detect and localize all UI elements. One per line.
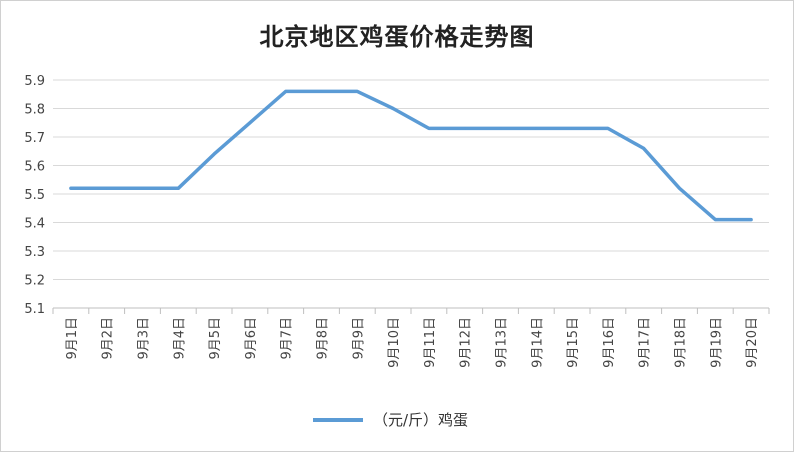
- x-tick-label: 9月8日: [316, 317, 331, 360]
- y-tick-label: 5.5: [24, 188, 45, 203]
- x-tick-label: 9月10日: [387, 317, 402, 368]
- legend-swatch: [313, 417, 363, 422]
- y-tick-label: 5.2: [24, 274, 45, 289]
- legend: （元/斤）鸡蛋: [313, 409, 468, 430]
- data-point: [749, 218, 753, 221]
- data-point: [427, 127, 431, 130]
- data-point: [69, 187, 73, 190]
- x-tick-label: 9月9日: [351, 317, 366, 360]
- data-point: [248, 121, 252, 124]
- data-point: [499, 127, 502, 130]
- x-tick-label: 9月20日: [745, 317, 760, 368]
- data-point: [284, 90, 287, 93]
- data-point: [463, 127, 466, 130]
- y-tick-label: 5.7: [24, 131, 45, 146]
- x-tick-label: 9月19日: [709, 317, 724, 368]
- x-tick-label: 9月18日: [674, 317, 689, 368]
- x-tick-label: 9月11日: [423, 317, 438, 368]
- data-point: [356, 90, 359, 93]
- chart-title: 北京地区鸡蛋价格走势图: [259, 23, 535, 51]
- x-tick-label: 9月14日: [530, 317, 545, 368]
- x-tick-label: 9月5日: [208, 317, 223, 360]
- x-tick-label: 9月3日: [137, 317, 152, 360]
- x-tick-label: 9月1日: [65, 317, 80, 360]
- x-tick-label: 9月6日: [244, 317, 259, 360]
- data-point: [320, 90, 323, 93]
- data-point: [391, 107, 395, 110]
- series-line: [69, 89, 753, 222]
- data-point: [212, 152, 216, 156]
- data-point: [105, 187, 108, 190]
- data-point: [535, 127, 538, 130]
- legend-label: （元/斤）鸡蛋: [373, 411, 469, 429]
- x-tick-label: 9月13日: [495, 317, 510, 368]
- x-tick-label: 9月7日: [280, 317, 295, 360]
- y-tick-label: 5.9: [24, 74, 45, 89]
- data-point: [642, 147, 645, 150]
- x-tick-label: 9月16日: [602, 317, 617, 368]
- x-tick-label: 9月17日: [638, 317, 653, 368]
- line-chart: 5.1 5.2 5.3 5.4 5.5 5.6 5.7 5.8 5.9 9月1日 9月2日 9月3日…: [24, 74, 770, 368]
- y-tick-label: 5.4: [24, 217, 45, 232]
- x-tick-label: 9月4日: [172, 317, 187, 360]
- x-tick-label: 9月12日: [459, 317, 474, 368]
- x-tick-label: 9月15日: [566, 317, 581, 368]
- y-tick-label: 5.6: [24, 160, 45, 175]
- y-tick-label: 5.3: [24, 245, 45, 260]
- x-tick-label: 9月2日: [101, 317, 116, 360]
- y-tick-label: 5.1: [24, 302, 45, 317]
- data-point: [714, 218, 717, 221]
- data-point: [177, 187, 180, 190]
- y-tick-label: 5.8: [24, 103, 45, 118]
- data-point: [570, 127, 574, 130]
- data-point: [606, 127, 610, 130]
- data-point: [141, 187, 144, 190]
- data-point: [678, 187, 681, 190]
